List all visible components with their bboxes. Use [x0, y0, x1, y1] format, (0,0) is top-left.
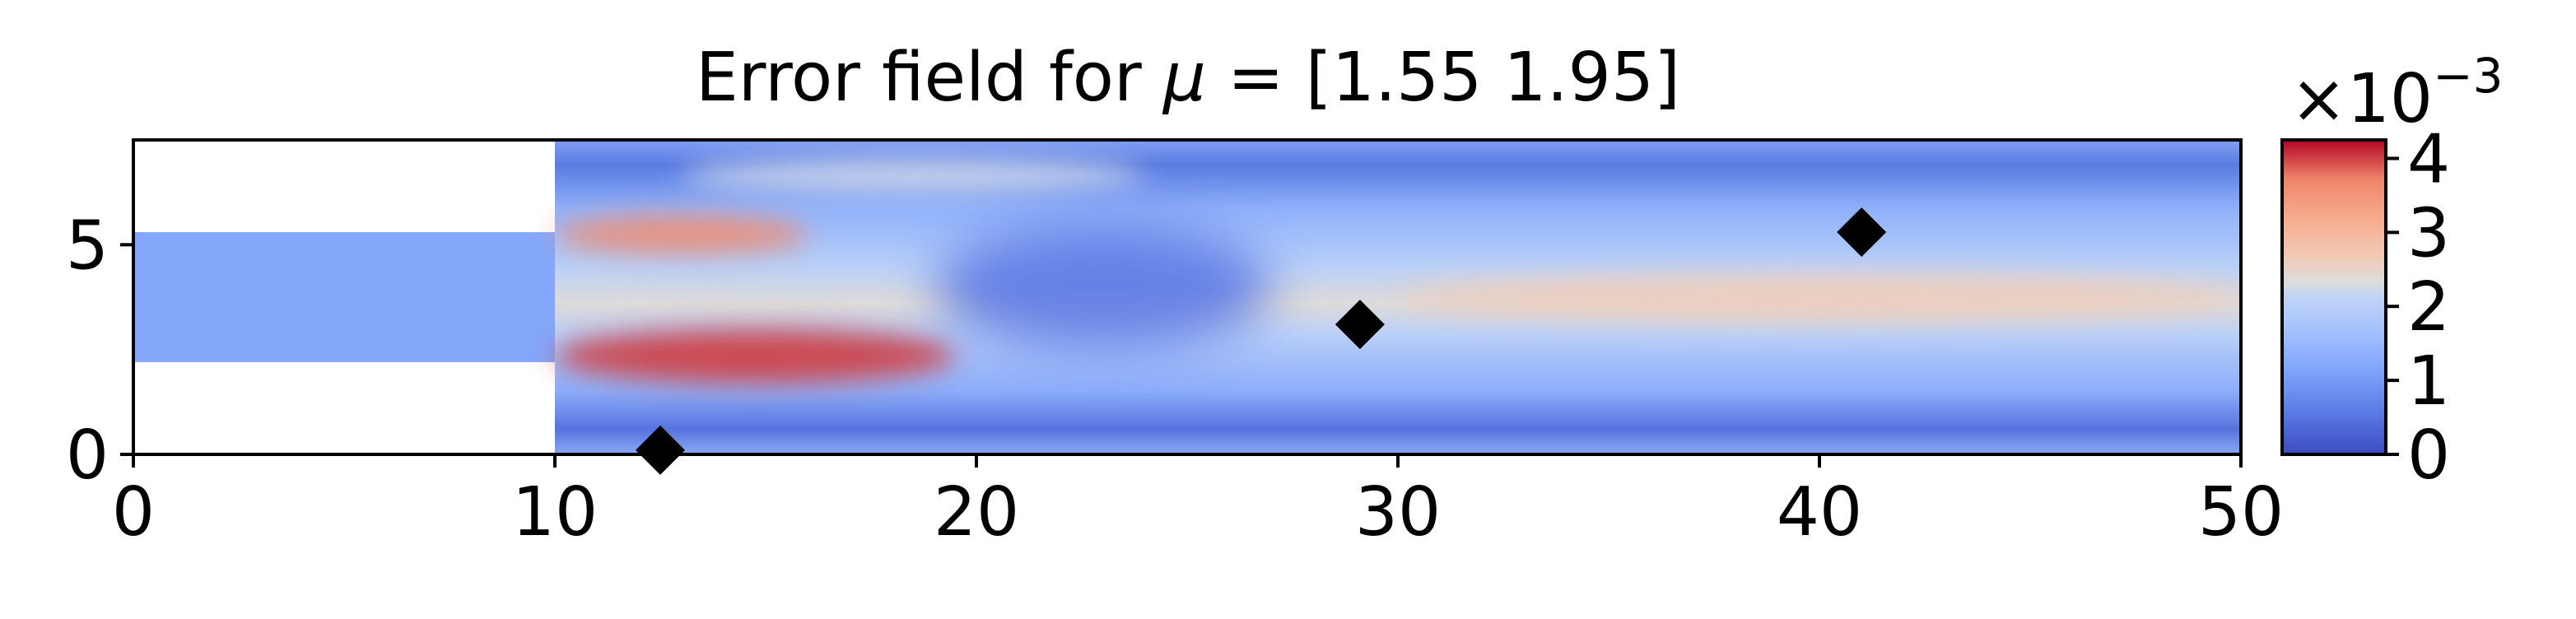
inlet-channel-field — [133, 232, 555, 362]
marker-group — [636, 207, 1887, 475]
x-tick-label-0: 0 — [112, 473, 155, 552]
x-axis: 0 10 20 30 40 50 — [112, 454, 2284, 552]
field-feature-0 — [555, 215, 808, 254]
error-field — [133, 140, 2241, 454]
colorbar-tick-label-3: 3 — [2407, 194, 2450, 272]
field-feature-3 — [1398, 273, 2241, 321]
colorbar-tick-label-4: 4 — [2407, 120, 2450, 198]
plot-frame — [132, 138, 2243, 456]
marker-2 — [1335, 300, 1385, 350]
field-feature-5 — [934, 223, 1272, 350]
colorbar-tick-label-1: 1 — [2407, 342, 2450, 421]
x-tick-label-5: 50 — [2198, 473, 2284, 552]
colorbar-tick-label-2: 2 — [2407, 268, 2450, 347]
marker-1 — [636, 425, 685, 475]
field-feature-2 — [681, 156, 1145, 195]
y-tick-label-1: 5 — [66, 207, 109, 285]
y-axis: 05 — [66, 207, 133, 495]
x-tick-label-2: 20 — [934, 473, 1019, 552]
colorbar-gradient — [2280, 138, 2387, 456]
marker-3 — [1837, 207, 1887, 258]
x-tick-label-1: 10 — [512, 473, 598, 552]
colorbar-tick-label-0: 0 — [2407, 417, 2450, 495]
colorbar-multiplier: ×10−3 — [2290, 48, 2504, 138]
chart-title: Error field for μ = [1.55 1.95] — [696, 39, 1680, 117]
colorbar — [2280, 138, 2387, 456]
colorbar-multiplier-exponent: −3 — [2433, 48, 2504, 104]
chart-title-symbol: μ — [1162, 39, 1206, 117]
x-tick-label-4: 40 — [1777, 473, 1862, 552]
y-tick-label-0: 0 — [66, 417, 109, 495]
field-feature-1 — [555, 328, 956, 384]
x-tick-label-3: 30 — [1355, 473, 1441, 552]
chart-title-suffix: = [1.55 1.95] — [1206, 39, 1680, 117]
colorbar-multiplier-base: ×10 — [2290, 60, 2433, 138]
chart-title-prefix: Error field for — [696, 39, 1163, 117]
